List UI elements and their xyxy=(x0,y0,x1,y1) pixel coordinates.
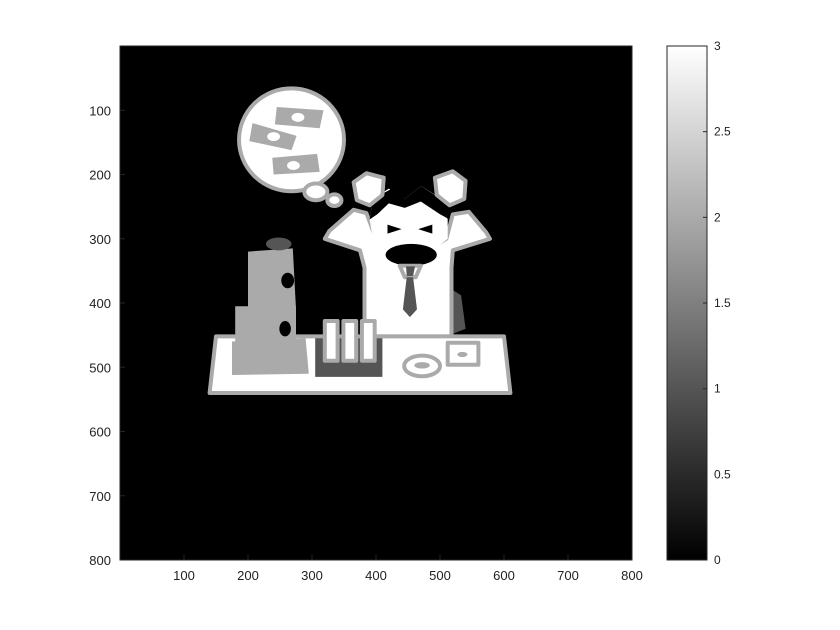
eye-right xyxy=(418,224,433,234)
thought-dot-small xyxy=(325,192,344,208)
colorbar-tick-label: 0.5 xyxy=(714,467,731,481)
microscope-knob xyxy=(281,272,295,289)
test-tube-2 xyxy=(341,319,359,363)
thought-dot-large xyxy=(302,181,330,203)
test-tube-1 xyxy=(322,319,340,363)
petri-culture xyxy=(414,362,430,369)
note-mark-1 xyxy=(291,112,305,122)
colorbar xyxy=(666,45,708,561)
x-axis: 100 200 300 400 500 600 700 800 xyxy=(173,555,643,583)
x-tick-label: 400 xyxy=(365,568,387,583)
y-tick-label: 700 xyxy=(89,489,111,504)
colorbar-tick-label: 3 xyxy=(714,39,721,53)
y-tick-label: 100 xyxy=(89,103,111,118)
y-tick-label: 500 xyxy=(89,360,111,375)
colorbar-axis: 0 0.5 1 1.5 2 2.5 3 xyxy=(703,39,731,567)
x-tick-label: 700 xyxy=(557,568,579,583)
test-tube-3 xyxy=(359,319,377,363)
microscope-body xyxy=(248,248,296,311)
mouth xyxy=(385,243,437,266)
tie-knot xyxy=(406,266,415,276)
tray-sample xyxy=(457,351,468,357)
chair-back xyxy=(449,290,466,336)
y-tick-label: 400 xyxy=(89,296,111,311)
image-layer xyxy=(207,86,513,395)
x-tick-label: 500 xyxy=(429,568,451,583)
microscope-eyepiece xyxy=(265,237,292,251)
note-mark-2 xyxy=(267,132,280,142)
eye-left xyxy=(387,224,402,234)
y-tick-label: 200 xyxy=(89,168,111,183)
colorbar-tick-label: 0 xyxy=(714,553,721,567)
colorbar-tick-label: 2 xyxy=(714,210,721,224)
y-tick-label: 800 xyxy=(89,553,111,568)
x-tick-label: 100 xyxy=(173,568,195,583)
microscope-knob-2 xyxy=(279,320,291,337)
y-tick-label: 300 xyxy=(89,232,111,247)
hair xyxy=(369,186,450,220)
colorbar-tick-label: 1.5 xyxy=(714,296,731,310)
x-tick-label: 800 xyxy=(621,568,643,583)
hand-right xyxy=(432,169,468,208)
microscope-base xyxy=(235,306,296,348)
microscope-stage xyxy=(232,338,309,375)
x-tick-label: 300 xyxy=(301,568,323,583)
x-tick-label: 600 xyxy=(493,568,515,583)
x-tick-label: 200 xyxy=(237,568,259,583)
y-tick-label: 600 xyxy=(89,425,111,440)
hand-left xyxy=(351,171,386,208)
colorbar-tick-label: 1 xyxy=(714,382,721,396)
y-axis: 100 200 300 400 500 600 700 800 xyxy=(89,103,125,568)
tie xyxy=(402,277,417,318)
colorbar-tick-label: 2.5 xyxy=(714,125,731,139)
note-mark-3 xyxy=(287,161,300,171)
